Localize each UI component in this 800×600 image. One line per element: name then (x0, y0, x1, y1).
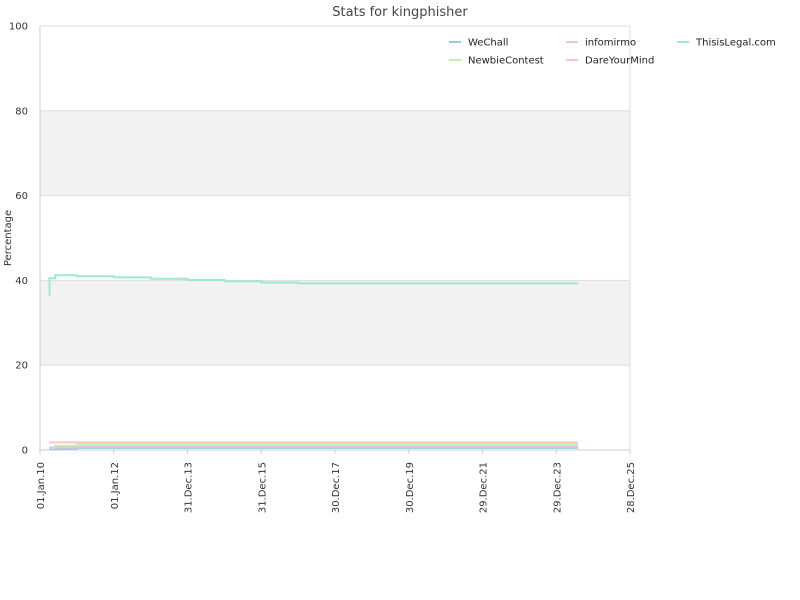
plot-band (40, 280, 630, 366)
x-tick-label: 01.Jan.10 (36, 462, 47, 509)
series-line (49, 446, 579, 450)
y-tick-label: 80 (15, 106, 28, 117)
plot-band (40, 110, 630, 196)
plot-band (40, 365, 630, 450)
legend-label: ThisisLegal.com (695, 38, 776, 49)
x-tick-label: 01.Jan.12 (110, 462, 121, 509)
legend-label: NewbieContest (468, 56, 544, 67)
y-tick-label: 0 (22, 446, 28, 457)
x-tick-label: 28.Dec.25 (626, 462, 637, 513)
x-tick-label: 31.Dec.13 (184, 462, 195, 513)
plot-band (40, 26, 630, 111)
plot-band (40, 195, 630, 281)
x-tick-label: 30.Dec.17 (331, 462, 342, 513)
legend-label: infomirmo (585, 38, 636, 49)
y-tick-label: 60 (15, 191, 28, 202)
chart-title: Stats for kingphisher (332, 5, 468, 20)
legend: WeChall NewbieContest infomirmo DareYourMin… (449, 38, 776, 67)
legend-label: WeChall (468, 38, 508, 49)
y-ticks: 0 20 40 60 80 100 (9, 22, 28, 457)
legend-label: DareYourMind (585, 56, 654, 67)
x-ticks: 01.Jan.10 01.Jan.12 31.Dec.13 31.Dec.15 30.D… (36, 450, 637, 513)
series-line (48, 274, 579, 297)
series-line (49, 445, 579, 449)
x-tick-label: 31.Dec.15 (257, 462, 268, 513)
y-tick-label: 100 (9, 22, 28, 33)
y-axis-label: Percentage (3, 210, 14, 266)
y-tick-label: 40 (15, 276, 28, 287)
series-lines (48, 274, 579, 450)
plot-background (40, 26, 630, 450)
y-tick-label: 20 (15, 361, 28, 372)
x-tick-label: 29.Dec.21 (479, 462, 490, 513)
x-tick-label: 29.Dec.23 (552, 462, 563, 513)
x-tick-label: 30.Dec.19 (405, 462, 416, 513)
